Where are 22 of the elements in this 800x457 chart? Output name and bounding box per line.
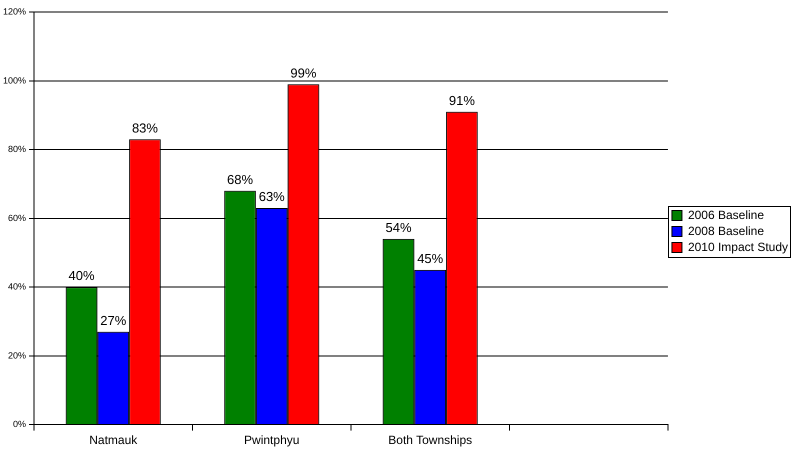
y-tick-label: 40%	[8, 282, 26, 292]
y-tick-label: 100%	[2, 75, 26, 86]
y-tick-label: 120%	[2, 6, 26, 16]
legend-label: 2010 Impact Study	[688, 240, 788, 254]
y-tick-label: 60%	[8, 212, 26, 223]
y-tick-label: 0%	[13, 419, 26, 430]
x-tick-label: Pwintphyu	[244, 433, 300, 448]
legend-label: 2006 Baseline	[688, 208, 764, 222]
data-label: 91%	[448, 92, 476, 108]
data-label: 63%	[258, 189, 286, 204]
y-tick-label: 20%	[8, 350, 26, 360]
data-label: 54%	[386, 220, 412, 236]
legend-label: 2008 Baseline	[688, 224, 764, 238]
x-tick-label: Both Townships	[388, 433, 472, 448]
data-label: 40%	[68, 268, 96, 284]
data-label: 27%	[100, 312, 127, 328]
data-label: 83%	[132, 120, 158, 136]
data-label: 99%	[290, 65, 317, 80]
data-label: 45%	[417, 250, 444, 266]
data-label: 68%	[227, 172, 254, 187]
y-tick-label: 80%	[8, 144, 26, 154]
x-tick-label: Natmauk	[89, 433, 138, 448]
